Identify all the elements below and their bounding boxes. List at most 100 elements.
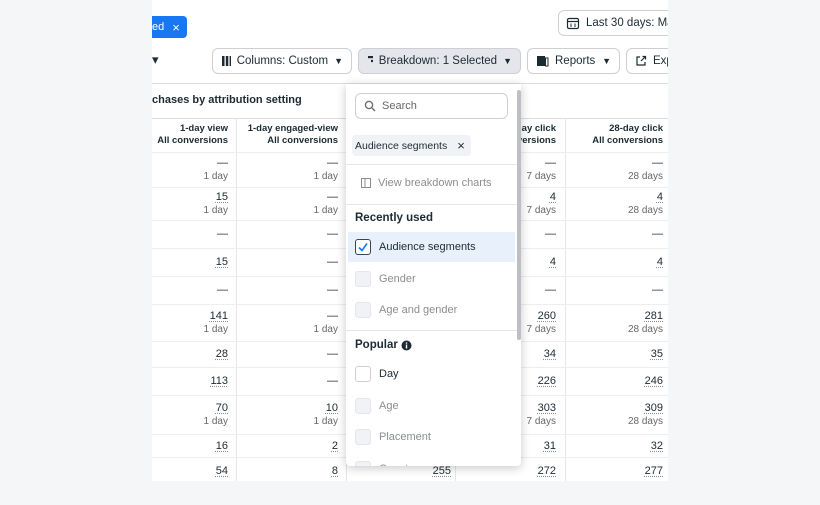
dropdown-option[interactable]: Day <box>348 359 515 389</box>
cell-sub: 1 day <box>203 415 228 427</box>
cell-value: — <box>545 156 556 169</box>
dropdown-option: Gender <box>348 264 515 294</box>
table-cell: — <box>327 347 338 361</box>
cell-value: 8 <box>331 465 338 477</box>
cell-value: 4 <box>656 256 663 268</box>
table-cell: 277 <box>645 464 663 478</box>
breakdown-icon <box>368 56 373 63</box>
breakdown-button[interactable]: Breakdown: 1 Selected ▼ <box>358 48 521 74</box>
table-cell: — <box>327 374 338 388</box>
columns-button[interactable]: Columns: Custom ▼ <box>212 48 352 74</box>
cell-sub: 1 day <box>203 170 228 182</box>
column-title: 1-day engaged-view <box>247 123 338 134</box>
table-cell: 15 <box>216 255 228 269</box>
cell-value: 226 <box>537 375 556 387</box>
table-cell: — <box>327 255 338 269</box>
cell-value: 260 <box>537 309 556 322</box>
table-cell: 255 <box>433 464 451 478</box>
cell-value: 255 <box>432 465 451 477</box>
caret: ▼ <box>334 56 343 66</box>
cell-value: 70 <box>215 401 228 414</box>
search-box[interactable]: Search <box>355 93 508 119</box>
dropdown-option: Placement <box>348 422 515 452</box>
cell-value: 54 <box>215 465 228 477</box>
view-charts[interactable]: View breakdown charts <box>360 177 492 189</box>
date-range-label: Last 30 days: May <box>586 17 668 29</box>
breakdown-dropdown: Search Audience segments × View breakdow… <box>346 84 521 466</box>
table-cell: 2 <box>332 439 338 453</box>
columns-label: Columns: Custom <box>236 55 329 67</box>
option-label: Placement <box>379 431 431 443</box>
cell-value: 15 <box>215 190 228 203</box>
caret: ▼ <box>503 56 512 66</box>
cell-value: — <box>327 348 338 360</box>
chip-label: ed <box>152 21 165 33</box>
chart-icon <box>361 178 371 188</box>
cell-sub: 7 days <box>526 170 556 182</box>
table-cell: 303 7 days <box>527 401 556 429</box>
cell-value: — <box>217 228 228 240</box>
dropdown-items: Audience segments Gender Age and gender Day… <box>346 84 521 466</box>
option-label: Audience segments <box>379 241 476 253</box>
menu-arrow[interactable]: ▾ <box>152 52 159 67</box>
chip-close[interactable]: × <box>172 19 180 35</box>
table-cell: — <box>652 227 663 241</box>
cell-value: 10 <box>325 401 338 414</box>
filter-chip[interactable]: ed × <box>152 16 187 38</box>
column-line <box>565 118 566 481</box>
cell-value: — <box>217 284 228 296</box>
column-header: 1-day engaged-view All conversions <box>248 123 338 147</box>
check-mark <box>358 243 368 252</box>
checkbox <box>355 239 371 255</box>
search-icon <box>364 100 376 112</box>
column-title: 28-day click <box>609 123 663 134</box>
table-cell: 35 <box>651 347 663 361</box>
dropdown-option: Age and gender <box>348 295 515 325</box>
calendar-icon <box>566 17 580 30</box>
table-cell: 246 <box>645 374 663 388</box>
export-label: Exp <box>653 55 668 67</box>
column-header: 28-day click All conversions <box>592 123 663 147</box>
cell-value: 113 <box>210 375 228 387</box>
column-title: 7-day click <box>507 123 556 134</box>
export-button[interactable]: Exp <box>626 48 668 74</box>
cell-sub: 28 days <box>627 170 663 182</box>
divider <box>346 164 518 165</box>
checkbox <box>355 397 371 414</box>
table-cell: — <box>327 227 338 241</box>
cell-value: 16 <box>215 439 228 452</box>
cell-value: 28 <box>215 348 228 360</box>
table-cell: 226 <box>538 374 556 388</box>
table-cell: 281 28 days <box>628 309 663 337</box>
export-icon <box>636 55 647 66</box>
table-cell: 70 1 day <box>204 401 228 429</box>
cell-sub: 1 day <box>203 204 228 216</box>
column-title: 1-day view <box>179 123 228 134</box>
table-cell: 4 <box>550 255 556 269</box>
reports-button[interactable]: Reports ▼ <box>527 48 620 74</box>
cell-value: — <box>652 284 663 296</box>
table-cell: — <box>545 227 556 241</box>
table-cell: 15 1 day <box>204 190 228 218</box>
dropdown-option: Age <box>348 391 515 421</box>
column-line <box>236 118 237 481</box>
cell-value: 4 <box>549 256 556 268</box>
info-icon[interactable] <box>401 340 412 351</box>
table-cell: — <box>545 283 556 297</box>
cell-value: 2 <box>331 439 338 452</box>
cell-value: 272 <box>537 465 556 477</box>
table-cell: —1 day <box>314 309 338 337</box>
dropdown-option[interactable]: Audience segments <box>348 232 515 262</box>
table-cell: 54 <box>216 464 228 478</box>
selected-chip-close[interactable]: × <box>457 138 465 153</box>
cell-sub: 1 day <box>203 323 228 335</box>
option-label: Gender <box>379 272 416 285</box>
toolbar-divider <box>152 83 668 84</box>
selected-chip[interactable]: Audience segments × <box>352 135 471 156</box>
cell-value: — <box>652 156 663 169</box>
table-cell: 113 <box>210 374 228 388</box>
checkbox <box>355 302 371 318</box>
date-range-button[interactable]: Last 30 days: May <box>558 10 668 36</box>
option-label: Age <box>379 399 399 412</box>
